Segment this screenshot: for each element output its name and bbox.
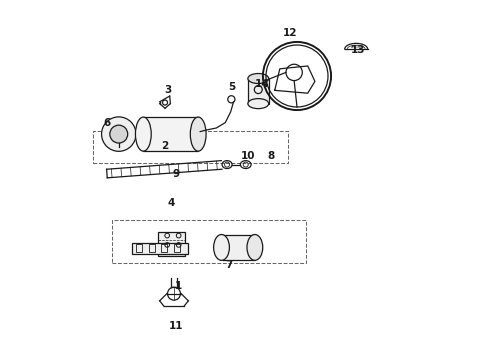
Ellipse shape — [248, 99, 269, 109]
Bar — [161, 244, 167, 252]
Text: 11: 11 — [169, 321, 183, 331]
Text: 5: 5 — [228, 82, 235, 93]
Text: 8: 8 — [267, 150, 274, 161]
Bar — [144, 117, 198, 151]
Ellipse shape — [190, 117, 206, 151]
Bar — [248, 78, 269, 104]
Circle shape — [101, 117, 136, 151]
Text: 14: 14 — [255, 79, 270, 89]
Bar — [112, 220, 306, 263]
Bar — [132, 243, 188, 253]
Circle shape — [110, 125, 128, 143]
Ellipse shape — [135, 117, 151, 151]
Text: 10: 10 — [241, 150, 255, 161]
Bar — [149, 244, 155, 252]
Bar — [221, 234, 255, 260]
Text: 3: 3 — [164, 85, 171, 95]
Bar — [93, 131, 288, 163]
Ellipse shape — [214, 234, 229, 260]
Bar — [136, 244, 142, 252]
Text: 12: 12 — [283, 28, 297, 38]
Text: 6: 6 — [103, 118, 111, 128]
Text: 9: 9 — [172, 168, 180, 179]
Text: 2: 2 — [161, 141, 168, 151]
Ellipse shape — [248, 73, 269, 84]
Ellipse shape — [247, 234, 263, 260]
Text: 1: 1 — [175, 281, 182, 291]
Bar — [158, 232, 185, 256]
Text: 7: 7 — [225, 260, 233, 270]
Text: 4: 4 — [168, 198, 175, 208]
Text: cadillac: cadillac — [350, 45, 362, 49]
Text: 13: 13 — [351, 45, 365, 55]
Bar — [174, 244, 180, 252]
